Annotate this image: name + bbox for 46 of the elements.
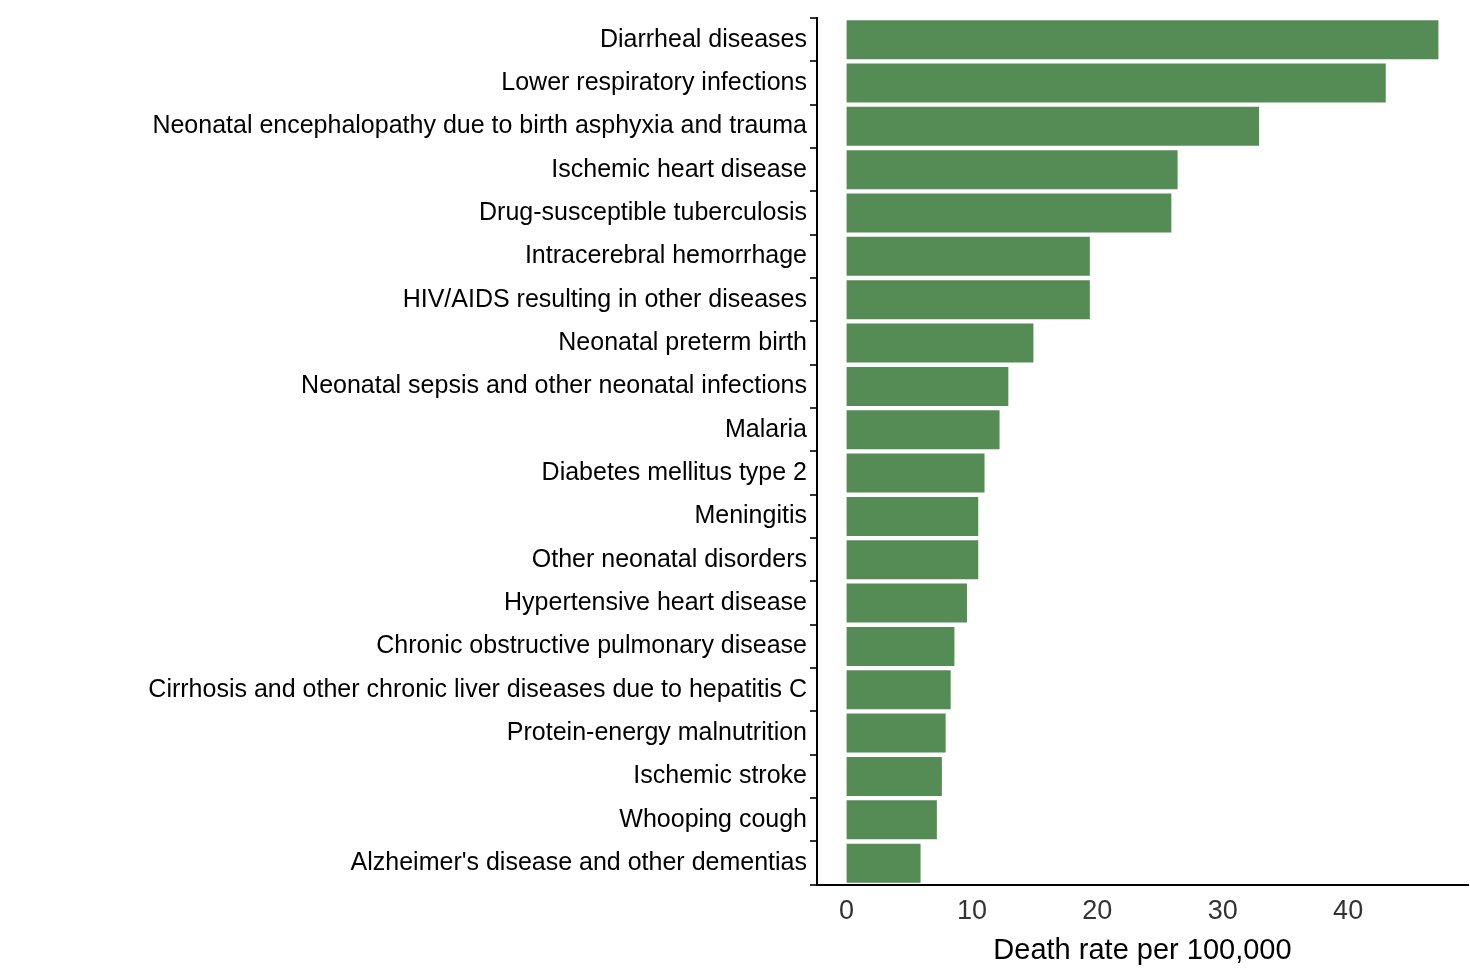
bar (846, 236, 1090, 276)
bar (846, 626, 955, 666)
bar (846, 193, 1172, 233)
bar (846, 540, 979, 580)
y-tick-label: Neonatal encephalopathy due to birth asphyxia and trauma (152, 110, 808, 139)
bar (846, 20, 1439, 60)
y-tick-label: Chronic obstructive pulmonary disease (376, 630, 807, 659)
bar (846, 106, 1260, 146)
x-axis-title: Death rate per 100,000 (993, 932, 1292, 965)
y-tick-label: Intracerebral hemorrhage (524, 240, 807, 269)
y-tick-label: Neonatal sepsis and other neonatal infections (301, 370, 807, 399)
x-tick-label: 10 (956, 895, 987, 926)
y-tick-label: Hypertensive heart disease (504, 586, 807, 615)
y-tick-label: Ischemic heart disease (551, 153, 807, 182)
y-tick-label: Malaria (725, 413, 808, 442)
x-tick-label: 0 (839, 895, 855, 926)
bar (846, 670, 951, 710)
y-tick-label: Meningitis (694, 500, 807, 529)
bar (846, 756, 942, 796)
bar (846, 800, 937, 840)
x-tick-label: 30 (1207, 895, 1238, 926)
x-tick-label: 40 (1333, 895, 1364, 926)
bar (846, 150, 1178, 190)
bar (846, 713, 946, 753)
bar (846, 410, 1000, 450)
bar (846, 453, 985, 493)
y-tick-label: Whooping cough (619, 803, 807, 832)
y-tick-label: Drug-susceptible tuberculosis (479, 196, 807, 225)
bar (846, 323, 1034, 363)
y-tick-label: HIV/AIDS resulting in other diseases (402, 283, 807, 312)
bar (846, 280, 1090, 320)
bar (846, 366, 1009, 406)
bar (846, 496, 979, 536)
y-tick-label: Ischemic stroke (633, 760, 807, 789)
y-tick-label: Cirrhosis and other chronic liver diseases due to hepatitis C (148, 673, 807, 702)
y-tick-label: Diarrheal diseases (599, 23, 807, 52)
bar (846, 583, 967, 623)
y-tick-label: Lower respiratory infections (501, 66, 807, 95)
y-tick-label: Protein-energy malnutrition (506, 717, 807, 745)
y-tick-label: Diabetes mellitus type 2 (541, 456, 807, 485)
y-tick-label: Alzheimer's disease and other dementias (350, 847, 807, 876)
x-tick-label: 20 (1082, 895, 1113, 926)
bar (846, 843, 921, 883)
bar (846, 63, 1386, 103)
y-tick-label: Other neonatal disorders (531, 543, 807, 572)
y-tick-label: Neonatal preterm birth (558, 326, 807, 355)
